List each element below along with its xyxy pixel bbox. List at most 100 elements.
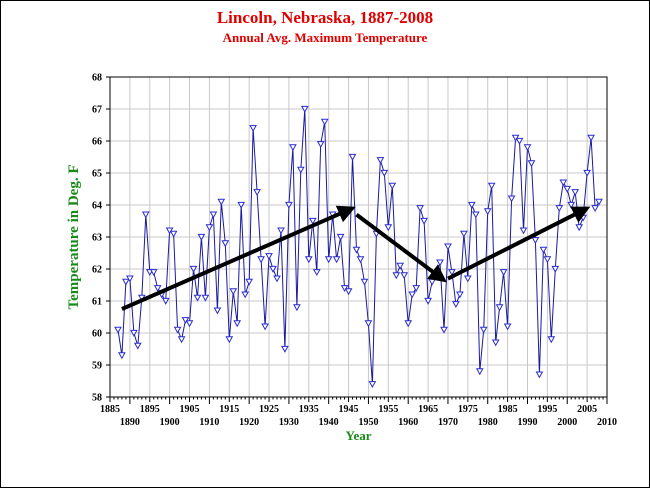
data-point <box>591 205 599 213</box>
data-point <box>253 189 261 197</box>
data-point <box>193 294 202 302</box>
data-point <box>448 269 456 277</box>
data-point <box>499 269 508 277</box>
data-point <box>332 256 341 264</box>
data-point <box>404 320 413 328</box>
data-point <box>539 246 548 254</box>
y-tick-label: 68 <box>92 73 102 84</box>
data-point <box>197 233 206 241</box>
data-point <box>495 304 504 312</box>
series-line <box>117 108 600 385</box>
data-point <box>523 144 532 152</box>
data-point <box>364 320 373 328</box>
data-point <box>316 141 325 149</box>
data-point <box>324 256 333 264</box>
data-point <box>209 211 218 219</box>
y-axis-title: Temperature in Deg. F <box>66 165 82 310</box>
data-point <box>173 326 182 334</box>
data-point <box>289 144 297 152</box>
x-axis-title: Year <box>346 428 372 443</box>
x-tick-label-top: 1905 <box>180 404 200 415</box>
data-point <box>587 134 595 142</box>
data-point <box>213 307 222 315</box>
chart-subtitle: Annual Avg. Maximum Temperature <box>222 30 428 45</box>
data-point <box>201 294 210 302</box>
data-point <box>285 201 293 209</box>
y-tick-label: 59 <box>92 361 102 372</box>
data-point <box>130 329 138 337</box>
data-point <box>559 179 568 187</box>
data-point <box>547 336 556 344</box>
data-point <box>467 201 476 209</box>
data-point <box>452 301 460 309</box>
y-tick-label: 64 <box>92 201 102 212</box>
data-point <box>491 339 500 347</box>
y-tick-label: 61 <box>92 297 102 308</box>
data-point <box>555 205 564 213</box>
x-tick-label-bottom: 1900 <box>160 417 180 428</box>
data-point <box>249 125 257 133</box>
x-tick-label-bottom: 1990 <box>517 417 537 428</box>
data-point <box>269 265 277 273</box>
y-tick-label: 65 <box>92 169 102 180</box>
data-point <box>245 278 254 286</box>
data-point <box>396 262 405 270</box>
x-tick-label-bottom: 2010 <box>597 417 617 428</box>
data-point <box>336 233 345 241</box>
data-point <box>308 217 317 225</box>
data-point <box>479 326 488 334</box>
data-point <box>177 336 186 344</box>
data-point <box>507 195 516 203</box>
data-point <box>444 243 452 251</box>
data-point <box>217 198 226 206</box>
trend-arrows <box>121 205 591 311</box>
x-tick-label-top: 1955 <box>378 404 398 415</box>
data-point <box>189 265 198 273</box>
data-point <box>567 201 576 209</box>
data-point <box>463 275 472 283</box>
data-point <box>233 320 242 328</box>
data-point <box>237 201 246 209</box>
x-tick-label-top: 1975 <box>458 404 478 415</box>
data-point <box>551 265 560 273</box>
data-point <box>376 157 385 165</box>
data-point <box>225 336 234 344</box>
x-tick-label-bottom: 1920 <box>239 417 259 428</box>
data-point <box>277 227 285 235</box>
data-point <box>420 217 428 225</box>
data-point <box>221 240 230 248</box>
data-point <box>344 288 353 296</box>
x-tick-label-top: 1945 <box>339 404 359 415</box>
data-point <box>126 275 134 283</box>
data-point <box>471 211 480 219</box>
x-tick-label-top: 1995 <box>537 404 557 415</box>
data-point <box>583 169 591 177</box>
data-point <box>384 224 393 232</box>
trend-arrow <box>447 206 591 281</box>
data-point <box>161 297 170 305</box>
data-point <box>412 285 421 293</box>
data-point <box>296 166 305 174</box>
data-point <box>241 291 250 299</box>
x-tick-label-top: 1965 <box>418 404 438 415</box>
x-tick-label-top: 1925 <box>259 404 279 415</box>
y-tick-label: 67 <box>92 105 102 116</box>
data-point <box>356 256 365 264</box>
data-point <box>205 224 214 232</box>
data-point <box>563 185 572 193</box>
data-point <box>475 368 484 376</box>
x-tick-label-top: 1885 <box>100 404 120 415</box>
x-tick-label-top: 1915 <box>219 404 239 415</box>
data-point <box>141 211 150 219</box>
data-point <box>408 291 417 299</box>
x-tick-label-top: 1895 <box>140 404 160 415</box>
x-tick-label-bottom: 1980 <box>478 417 498 428</box>
x-tick-label-top: 1985 <box>498 404 518 415</box>
data-point <box>579 214 587 222</box>
data-point <box>483 208 492 216</box>
data-point <box>436 259 444 267</box>
data-point <box>392 272 401 280</box>
data-point <box>348 153 357 161</box>
